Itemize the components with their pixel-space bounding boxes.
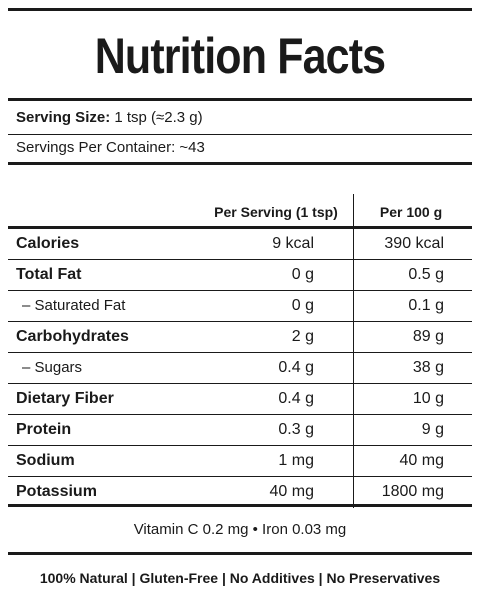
label-title: Nutrition Facts bbox=[94, 28, 386, 84]
nutrient-name: – Sugars bbox=[22, 359, 83, 376]
serving-divider bbox=[8, 134, 472, 135]
serving-size-label: Serving Size: bbox=[16, 109, 111, 126]
nutrient-per-serving-value: 9 kcal bbox=[272, 235, 314, 252]
nutrient-row: Dietary Fiber 0.4 g 10 g bbox=[8, 384, 472, 415]
vitamins-line: Vitamin C 0.2 mg • Iron 0.03 mg bbox=[133, 521, 347, 538]
nutrient-row: – Saturated Fat 0 g 0.1 g bbox=[8, 291, 472, 322]
servings-per-container: Servings Per Container: ~43 bbox=[16, 138, 464, 158]
nutrient-per-serving-value: 0 g bbox=[291, 297, 314, 314]
nutrient-row: Protein 0.3 g 9 g bbox=[8, 415, 472, 446]
column-header-per-serving: Per Serving (1 tsp) bbox=[214, 204, 338, 220]
header-divider bbox=[8, 226, 472, 229]
footer-divider bbox=[8, 552, 472, 555]
nutrient-name: Potassium bbox=[16, 483, 97, 500]
nutrient-row: Sodium 1 mg 40 mg bbox=[8, 446, 472, 477]
nutrient-name: Carbohydrates bbox=[16, 328, 129, 345]
nutrient-per-serving-value: 40 mg bbox=[269, 483, 314, 500]
nutrient-row: Total Fat 0 g 0.5 g bbox=[8, 260, 472, 291]
nutrient-name: Total Fat bbox=[16, 266, 82, 283]
nutrient-row: Potassium 40 mg 1800 mg bbox=[8, 477, 472, 508]
nutrient-name: Protein bbox=[16, 421, 72, 438]
serving-size-value: 1 tsp (≈2.3 g) bbox=[114, 109, 203, 126]
serving-section-divider bbox=[8, 162, 472, 165]
servings-per-container-label: Servings Per Container: bbox=[16, 139, 176, 156]
table-bottom-divider bbox=[8, 504, 472, 507]
nutrient-name: – Saturated Fat bbox=[22, 297, 126, 314]
nutrient-per-100g-value: 40 mg bbox=[399, 452, 444, 469]
nutrient-per-100g-value: 0.1 g bbox=[408, 297, 444, 314]
nutrient-per-serving-value: 0.4 g bbox=[278, 359, 314, 376]
nutrient-per-100g-value: 1800 mg bbox=[381, 483, 444, 500]
nutrient-per-100g-value: 390 kcal bbox=[384, 235, 444, 252]
nutrient-per-serving-value: 0.3 g bbox=[278, 421, 314, 438]
nutrient-per-100g-value: 10 g bbox=[412, 390, 444, 407]
nutrient-per-serving-value: 1 mg bbox=[278, 452, 314, 469]
top-border bbox=[8, 8, 472, 11]
column-separator-header bbox=[353, 194, 354, 230]
claims-footer: 100% Natural | Gluten-Free | No Additive… bbox=[39, 570, 441, 586]
nutrient-per-100g-value: 9 g bbox=[421, 421, 444, 438]
column-separator-body bbox=[353, 229, 354, 508]
nutrient-name: Calories bbox=[16, 235, 80, 252]
nutrient-row: Carbohydrates 2 g 89 g bbox=[8, 322, 472, 353]
nutrient-per-serving-value: 0.4 g bbox=[278, 390, 314, 407]
nutrition-label: Nutrition Facts Serving Size: 1 tsp (≈2.… bbox=[8, 8, 472, 592]
title-divider bbox=[8, 98, 472, 101]
nutrient-name: Sodium bbox=[16, 452, 75, 469]
nutrient-per-100g-value: 0.5 g bbox=[408, 266, 444, 283]
nutrient-per-serving-value: 0 g bbox=[291, 266, 314, 283]
nutrient-row: Calories 9 kcal 390 kcal bbox=[8, 229, 472, 260]
nutrient-name: Dietary Fiber bbox=[16, 390, 114, 407]
nutrient-per-serving-value: 2 g bbox=[291, 328, 314, 345]
nutrient-row: – Sugars 0.4 g 38 g bbox=[8, 353, 472, 384]
serving-size: Serving Size: 1 tsp (≈2.3 g) bbox=[16, 108, 464, 128]
nutrient-per-100g-value: 89 g bbox=[412, 328, 444, 345]
nutrient-per-100g-value: 38 g bbox=[412, 359, 444, 376]
servings-per-container-value: ~43 bbox=[179, 139, 205, 156]
column-header-per-100g: Per 100 g bbox=[379, 204, 443, 220]
